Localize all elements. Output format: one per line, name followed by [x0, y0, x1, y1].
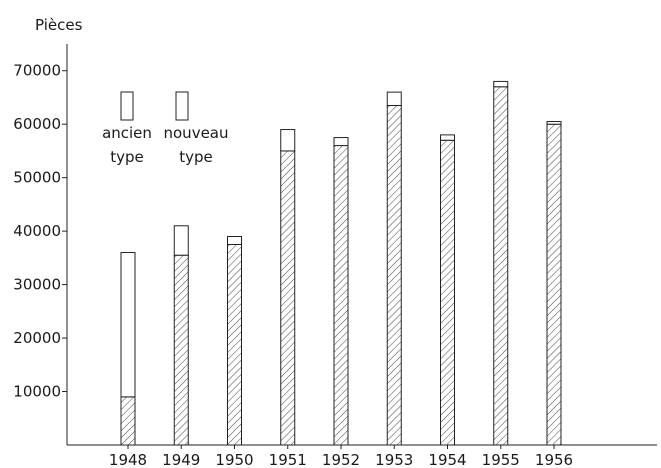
bar-segment-nouveau-type [440, 139, 455, 446]
legend-swatch-nouveau-type [175, 91, 189, 121]
y-tick-label: 60000 [13, 115, 61, 133]
bar-segment-ancien-type [493, 80, 509, 88]
y-tick-label: 70000 [13, 62, 61, 80]
y-tick-label: 30000 [13, 276, 61, 294]
legend: ancien type nouveau type [102, 91, 229, 166]
bar-segment-nouveau-type [173, 254, 189, 446]
x-tick-label: 1949 [162, 451, 200, 468]
x-tick-label: 1953 [375, 451, 413, 468]
bar-segment-ancien-type [333, 137, 349, 147]
bar-segment-nouveau-type [227, 244, 242, 446]
legend-label-nouveau-line1: nouveau [164, 124, 229, 142]
bar-segment-ancien-type [120, 252, 136, 398]
legend-label-nouveau-line2: type [179, 148, 213, 166]
y-tick-label: 40000 [13, 222, 61, 240]
bars-group [120, 80, 562, 446]
x-tick-label: 1955 [482, 451, 520, 468]
bar-segment-ancien-type [386, 91, 402, 106]
y-tick-label: 50000 [13, 169, 61, 187]
bar-segment-nouveau-type [120, 396, 136, 446]
y-axis-ticks: 10000 20000 30000 40000 50000 60000 70000 [13, 62, 67, 401]
y-tick-label: 10000 [13, 383, 61, 401]
bar-segment-ancien-type [440, 134, 455, 141]
x-tick-label: 1950 [215, 451, 253, 468]
bar-segment-nouveau-type [493, 86, 509, 446]
x-tick-label: 1951 [269, 451, 307, 468]
x-axis-labels: 1948 1949 1950 1951 1952 1953 1954 1955 1956 [109, 445, 573, 468]
legend-label-ancien-line2: type [110, 148, 144, 166]
bar-segment-nouveau-type [386, 104, 402, 446]
y-axis-title: Pièces [35, 16, 83, 34]
x-tick-label: 1956 [535, 451, 573, 468]
bar-segment-nouveau-type [546, 123, 562, 446]
bar-segment-ancien-type [173, 225, 189, 256]
x-tick-label: 1952 [322, 451, 360, 468]
bar-segment-ancien-type [546, 121, 562, 125]
bar-segment-nouveau-type [333, 145, 349, 446]
bar-segment-ancien-type [227, 235, 242, 245]
bar-segment-ancien-type [280, 129, 296, 152]
y-tick-label: 20000 [13, 329, 61, 347]
legend-label-ancien-line1: ancien [102, 124, 152, 142]
bar-segment-nouveau-type [280, 150, 296, 446]
x-tick-label: 1948 [109, 451, 147, 468]
x-tick-label: 1954 [428, 451, 466, 468]
legend-swatch-ancien-type [120, 91, 134, 121]
